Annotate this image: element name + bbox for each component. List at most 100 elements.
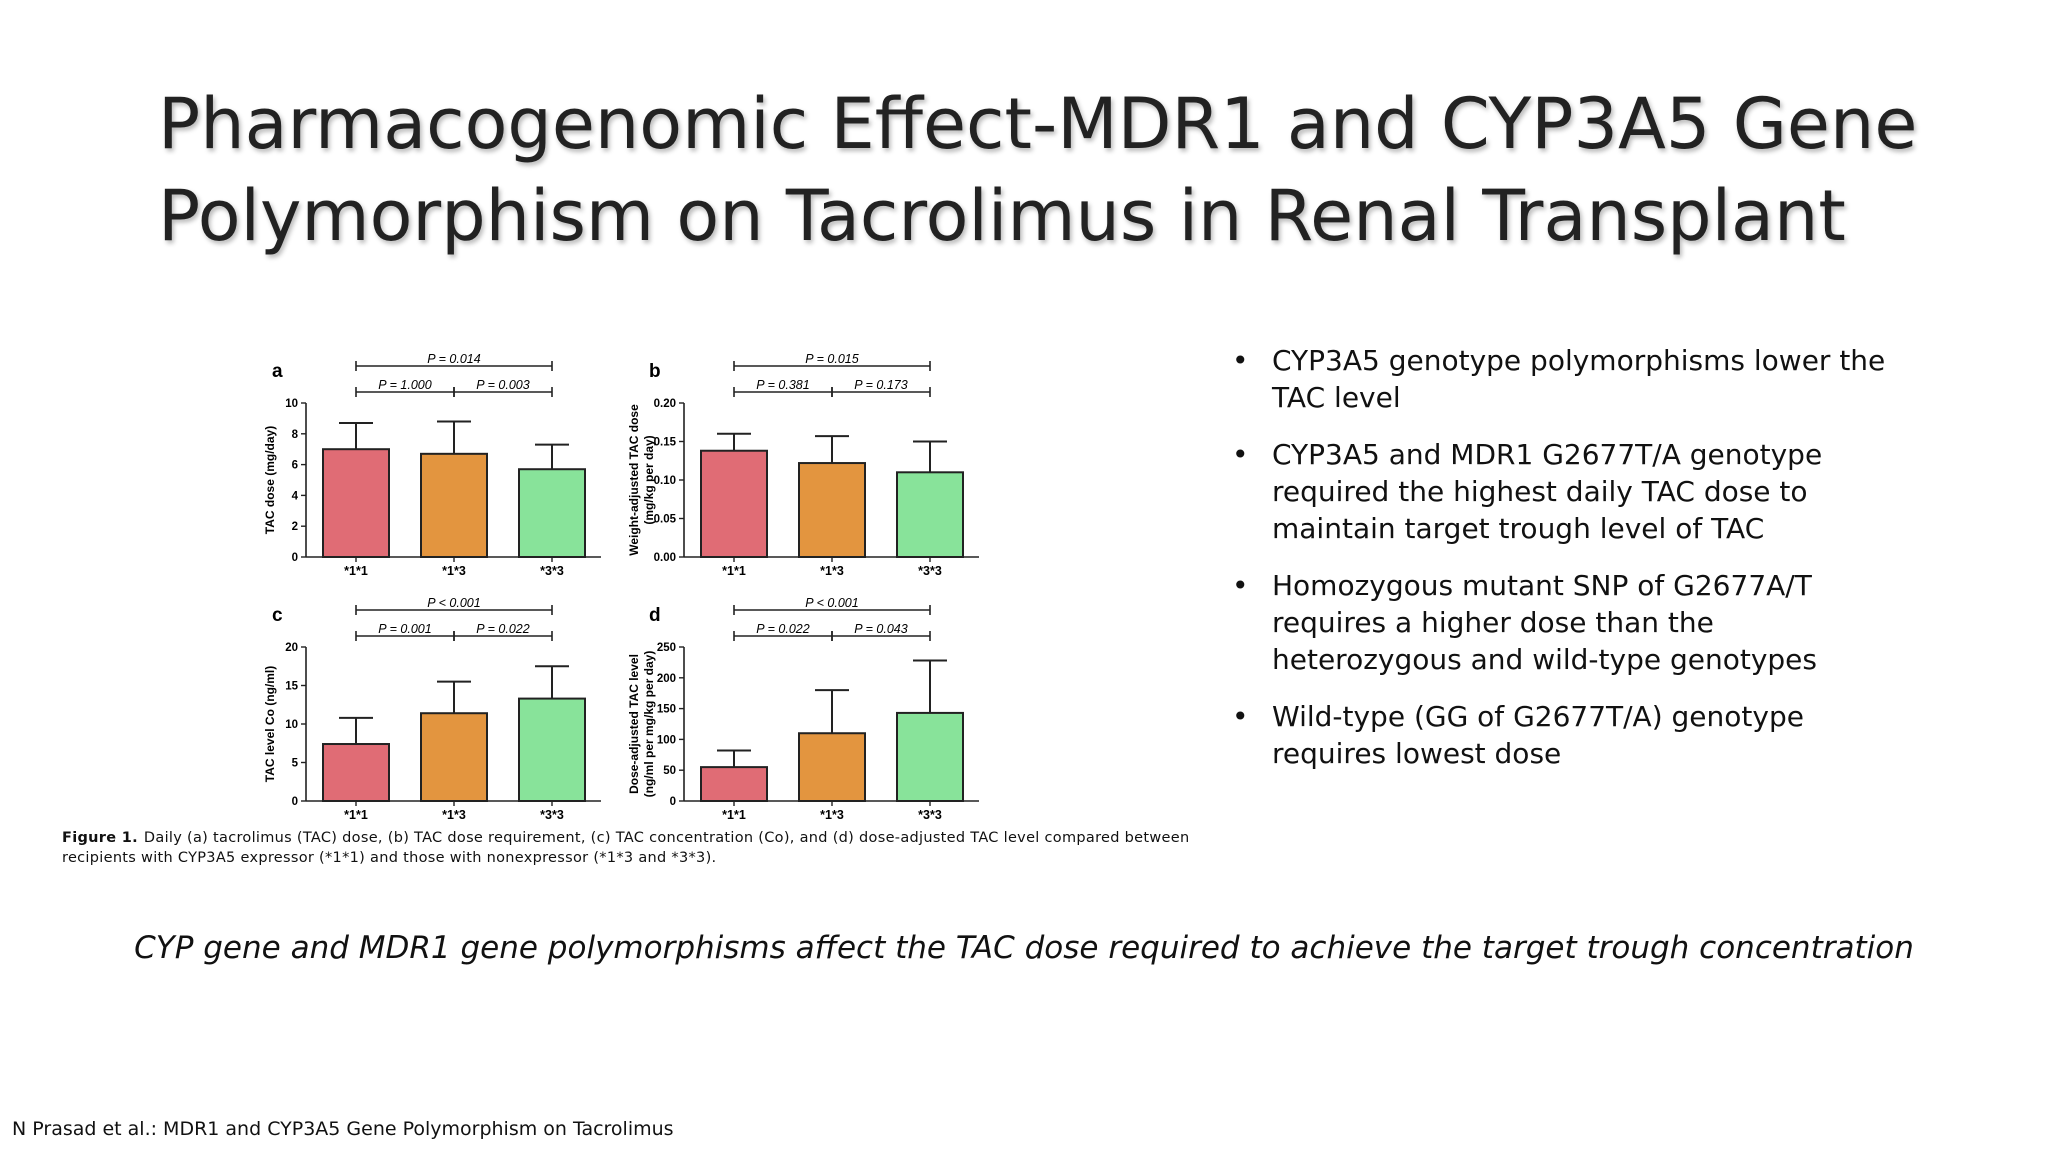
title-line-1: Pharmacogenomic Effect-MDR1 and CYP3A5 G… [158,83,1918,165]
y-tick-label: 100 [657,734,676,746]
x-tick-label: *1*1 [722,808,746,820]
p-value-label: P = 0.001 [378,622,431,636]
y-tick-label: 10 [285,719,298,731]
y-tick-label: 8 [292,429,299,441]
y-tick-label: 50 [663,765,676,777]
y-tick-label: 6 [292,460,298,472]
p-value-label: P = 0.381 [756,378,809,392]
bullet-glyph: • [1232,700,1249,733]
figure-1: a 0 2 4 6 8 10 TAC dose (mg/day) *1*1 *1*3 *3*3 P =… [56,340,1190,880]
x-tick-label: *1*3 [442,564,466,578]
p-value-label: P < 0.001 [805,596,858,610]
p-value-label: P = 1.000 [378,378,431,392]
bar-a-2 [518,468,586,558]
bullet-list: • CYP3A5 genotype polymorphisms lower the… [1232,342,1892,792]
conclusion-text: CYP gene and MDR1 gene polymorphisms aff… [134,930,1914,966]
y-tick-label: 200 [657,673,676,685]
panel-letter: c [272,605,283,626]
p-value-label: P < 0.001 [427,596,480,610]
p-value-label: P = 0.022 [476,622,529,636]
y-tick-label: 10 [285,398,298,410]
bar-charts: a 0 2 4 6 8 10 TAC dose (mg/day) *1*1 *1*3 *3*3 P =… [263,351,979,820]
y-tick-label: 0.00 [654,552,676,564]
x-tick-label: *1*1 [344,564,368,578]
y-axis-label: Dose-adjusted TAC level [627,654,641,794]
bar-a-1 [420,452,488,558]
bullet-item: • Wild-type (GG of G2677T/A) genotype req… [1232,698,1892,772]
p-value-label-bg [421,351,487,364]
y-tick-label: 0.10 [654,475,676,487]
y-axis-label-line-2: (mg/kg per day) [642,435,656,524]
bar-c-2 [518,697,586,802]
p-value-label-bg [421,595,487,608]
bar-b-1 [798,462,866,558]
slide-title: Pharmacogenomic Effect-MDR1 and CYP3A5 G… [158,78,1978,262]
bullet-item: • CYP3A5 and MDR1 G2677T/A genotype requi… [1232,436,1892,547]
p-value-label: P = 0.173 [854,378,907,392]
p-value-label: P = 0.015 [805,352,858,366]
p-value-label-bg [372,377,438,390]
chart-panel-d: d 0 50 100 150 200 250 Dose-adjusted TAC level(… [627,595,979,820]
y-tick-label: 4 [292,490,299,502]
bullet-glyph: • [1232,569,1249,602]
bar-a-0 [322,448,390,558]
y-axis-label: Weight-adjusted TAC dose [627,404,641,556]
x-tick-label: *3*3 [540,808,564,820]
bullet-text: Homozygous mutant SNP of G2677A/T requir… [1272,569,1817,676]
bullet-text: Wild-type (GG of G2677T/A) genotype requ… [1272,700,1804,770]
y-tick-label: 0.05 [654,514,677,526]
y-axis-label: TAC level Co (ng/ml) [263,666,277,782]
y-tick-label: 0.20 [654,398,676,410]
p-value-label-bg [470,377,536,390]
x-tick-label: *1*3 [820,564,844,578]
bar-b-2 [896,471,964,558]
y-tick-label: 15 [285,681,298,693]
bullet-glyph: • [1232,344,1249,377]
y-tick-label: 0 [670,796,676,808]
y-axis-label-line-2: (ng/ml per mg/kg per day) [642,651,656,798]
y-tick-label: 0 [292,796,298,808]
x-tick-label: *3*3 [918,808,942,820]
x-tick-label: *1*1 [344,808,368,820]
x-tick-label: *1*3 [820,808,844,820]
panel-letter: d [649,605,661,626]
bar-b-0 [700,449,768,558]
p-value-label: P = 0.003 [476,378,529,392]
bar-c-0 [322,743,390,802]
x-tick-label: *1*1 [722,564,746,578]
caption-label: Figure 1. [62,830,138,846]
y-tick-label: 2 [292,521,298,533]
bar-d-1 [798,732,866,802]
p-value-label: P = 0.014 [427,352,480,366]
p-value-label-bg [750,377,816,390]
bullet-glyph: • [1232,438,1249,471]
p-value-label-bg [750,621,816,634]
citation-text: N Prasad et al.: MDR1 and CYP3A5 Gene Po… [12,1118,674,1140]
p-value-label-bg [848,377,914,390]
chart-panel-b: b 0.00 0.05 0.10 0.15 0.20 Weight-adjusted TAC… [627,351,979,578]
p-value-label: P = 0.022 [756,622,809,636]
p-value-label-bg [848,621,914,634]
p-value-label-bg [799,595,865,608]
bullet-text: CYP3A5 and MDR1 G2677T/A genotype requir… [1272,438,1823,545]
bullet-item: • Homozygous mutant SNP of G2677A/T requi… [1232,567,1892,678]
y-axis-label: TAC dose (mg/day) [263,426,277,534]
p-value-label-bg [799,351,865,364]
y-tick-label: 0 [292,552,298,564]
p-value-label-bg [470,621,536,634]
bullet-item: • CYP3A5 genotype polymorphisms lower the… [1232,342,1892,416]
y-tick-label: 150 [657,704,676,716]
y-tick-label: 20 [285,642,298,654]
p-value-label-bg [372,621,438,634]
caption-text: Daily (a) tacrolimus (TAC) dose, (b) TAC… [62,830,1190,866]
panel-letter: b [649,361,661,382]
y-tick-label: 5 [292,758,299,770]
p-value-label: P = 0.043 [854,622,907,636]
bullet-text: CYP3A5 genotype polymorphisms lower the … [1272,344,1886,414]
x-tick-label: *1*3 [442,808,466,820]
x-tick-label: *3*3 [540,564,564,578]
y-tick-label: 250 [657,642,676,654]
bar-d-2 [896,711,964,802]
chart-panel-a: a 0 2 4 6 8 10 TAC dose (mg/day) *1*1 *1*3 *3*3 P =… [263,351,601,578]
y-tick-label: 0.15 [654,437,677,449]
